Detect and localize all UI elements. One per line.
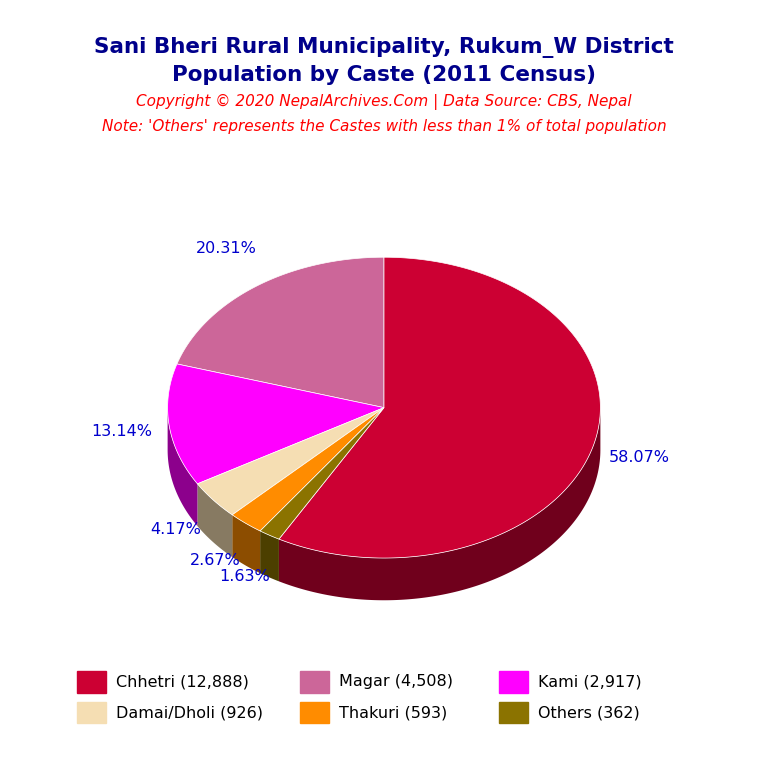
Text: Chhetri (12,888): Chhetri (12,888) <box>116 674 249 690</box>
Text: 2.67%: 2.67% <box>190 553 240 568</box>
Polygon shape <box>197 484 232 557</box>
Text: Note: 'Others' represents the Castes with less than 1% of total population: Note: 'Others' represents the Castes wit… <box>101 119 667 134</box>
Text: 20.31%: 20.31% <box>197 240 257 256</box>
Text: 4.17%: 4.17% <box>151 522 201 538</box>
Polygon shape <box>279 408 601 601</box>
Polygon shape <box>232 408 384 531</box>
Text: Population by Caste (2011 Census): Population by Caste (2011 Census) <box>172 65 596 84</box>
Polygon shape <box>167 364 384 484</box>
Polygon shape <box>260 408 384 539</box>
Polygon shape <box>177 257 384 408</box>
Text: 13.14%: 13.14% <box>91 424 152 439</box>
Bar <box>300 671 329 693</box>
Text: 1.63%: 1.63% <box>219 568 270 584</box>
Bar <box>499 702 528 723</box>
Text: Magar (4,508): Magar (4,508) <box>339 674 452 690</box>
Polygon shape <box>197 408 384 515</box>
Bar <box>77 671 106 693</box>
Polygon shape <box>279 257 601 558</box>
Text: Copyright © 2020 NepalArchives.Com | Data Source: CBS, Nepal: Copyright © 2020 NepalArchives.Com | Dat… <box>136 94 632 110</box>
Bar <box>77 702 106 723</box>
Bar <box>300 702 329 723</box>
Polygon shape <box>232 515 260 573</box>
Text: 58.07%: 58.07% <box>609 450 670 465</box>
Text: Others (362): Others (362) <box>538 705 640 720</box>
Polygon shape <box>260 531 279 581</box>
Text: Kami (2,917): Kami (2,917) <box>538 674 642 690</box>
Bar <box>499 671 528 693</box>
Text: Damai/Dholi (926): Damai/Dholi (926) <box>116 705 263 720</box>
Polygon shape <box>167 408 197 526</box>
Text: Thakuri (593): Thakuri (593) <box>339 705 447 720</box>
Text: Sani Bheri Rural Municipality, Rukum_W District: Sani Bheri Rural Municipality, Rukum_W D… <box>94 37 674 58</box>
